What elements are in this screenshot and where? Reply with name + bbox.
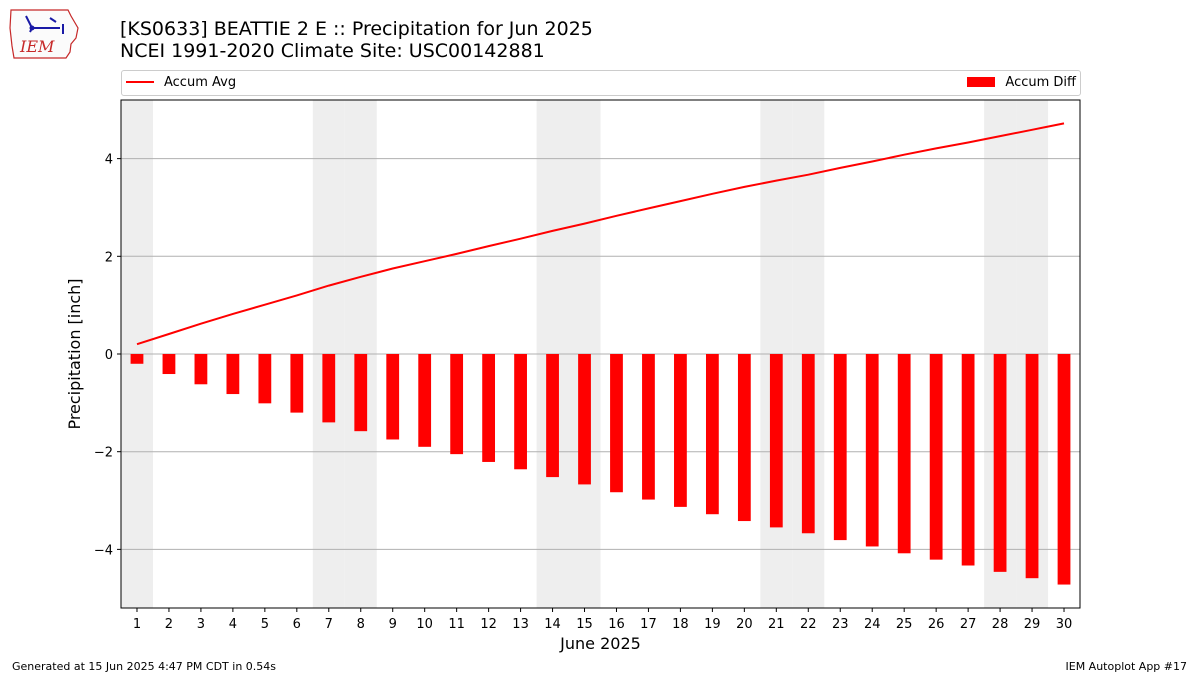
y-tick-label: 0 [105, 348, 113, 363]
bar-accum-diff-day-23 [833, 354, 847, 541]
x-axis-label: June 2025 [559, 634, 641, 653]
bar-accum-diff-day-11 [450, 354, 464, 455]
bar-accum-diff-day-19 [705, 354, 719, 515]
x-tick-label: 16 [608, 617, 625, 632]
y-tick-label: −2 [94, 446, 113, 461]
x-tick-label: 4 [229, 617, 237, 632]
x-tick-label: 27 [960, 617, 977, 632]
bar-accum-diff-day-14 [546, 354, 559, 478]
x-tick-label: 25 [896, 617, 913, 632]
legend-item-accum-diff: Accum Diff [967, 74, 1076, 92]
bar-accum-diff-day-21 [769, 354, 783, 528]
bar-accum-diff-day-3 [194, 354, 208, 385]
x-tick-label: 15 [576, 617, 593, 632]
x-tick-label: 22 [800, 617, 817, 632]
bar-accum-diff-day-9 [386, 354, 400, 440]
bar-accum-diff-day-17 [642, 354, 655, 500]
legend-item-accum-avg: Accum Avg [126, 74, 236, 92]
y-tick-label: 2 [105, 250, 113, 265]
bar-accum-diff-day-16 [610, 354, 623, 493]
bar-accum-diff-day-24 [865, 354, 879, 547]
legend-line-swatch [126, 80, 154, 83]
logo-text: IEM [19, 37, 55, 56]
x-tick-label: 6 [293, 617, 301, 632]
x-tick-label: 17 [640, 617, 657, 632]
footer-app-text: IEM Autoplot App #17 [1065, 660, 1188, 673]
bar-accum-diff-day-20 [737, 354, 751, 522]
x-tick-label: 19 [704, 617, 721, 632]
legend-label-accum-diff: Accum Diff [1005, 75, 1076, 90]
legend-label-accum-avg: Accum Avg [164, 75, 237, 90]
x-tick-label: 26 [928, 617, 945, 632]
x-tick-label: 2 [165, 617, 173, 632]
bar-accum-diff-day-12 [482, 354, 496, 462]
y-axis-ticks: −4 −2 0 2 4 [94, 153, 121, 558]
x-tick-label: 23 [832, 617, 849, 632]
x-tick-label: 5 [261, 617, 269, 632]
y-axis-label: Precipitation [inch] [65, 278, 84, 429]
bar-accum-diff-day-29 [1025, 354, 1039, 579]
y-tick-label: 4 [105, 153, 113, 168]
x-tick-label: 11 [448, 617, 465, 632]
grid-lines [121, 158, 1080, 550]
y-tick-label: −4 [94, 543, 113, 558]
bar-accum-diff-day-18 [674, 354, 687, 507]
x-tick-label: 1 [133, 617, 141, 632]
x-tick-label: 24 [864, 617, 881, 632]
bar-accum-diff-day-10 [418, 354, 432, 447]
x-tick-label: 8 [357, 617, 365, 632]
chart-title: [KS0633] BEATTIE 2 E :: Precipitation fo… [120, 18, 593, 40]
x-tick-label: 3 [197, 617, 205, 632]
x-tick-label: 29 [1024, 617, 1041, 632]
x-tick-label: 28 [992, 617, 1009, 632]
iowa-state-outline-icon [9, 9, 79, 59]
bar-accum-diff-day-6 [290, 354, 304, 413]
bar-accum-diff-day-30 [1057, 354, 1071, 585]
bar-accum-diff-day-25 [897, 354, 911, 554]
bar-accum-diff-day-8 [354, 354, 368, 432]
x-tick-label: 13 [512, 617, 529, 632]
x-tick-label: 14 [544, 617, 561, 632]
x-tick-label: 20 [736, 617, 753, 632]
bar-accum-diff-day-7 [322, 354, 336, 423]
line-accum-avg [136, 122, 1065, 346]
footer-generated-text: Generated at 15 Jun 2025 4:47 PM CDT in … [12, 660, 277, 673]
iem-logo: IEM [9, 9, 79, 59]
line-series-accum-avg [136, 122, 1065, 346]
bar-series-accum-diff [130, 354, 1071, 585]
bar-accum-diff-day-26 [929, 354, 943, 560]
chart-subtitle: NCEI 1991-2020 Climate Site: USC00142881 [120, 40, 545, 62]
x-tick-label: 21 [768, 617, 785, 632]
chart-legend: Accum Avg Accum Diff [121, 70, 1081, 96]
bar-accum-diff-day-22 [801, 354, 815, 534]
bar-accum-diff-day-15 [578, 354, 591, 485]
bar-accum-diff-day-2 [162, 354, 176, 375]
bar-accum-diff-day-13 [514, 354, 527, 470]
x-tick-label: 30 [1056, 617, 1073, 632]
x-tick-label: 7 [325, 617, 333, 632]
x-axis-ticks: 1 2 3 4 5 6 7 8 9 10 11 12 13 14 15 16 17 18 19 20 21 22 23 24 2… [133, 608, 1072, 632]
x-tick-label: 18 [672, 617, 689, 632]
x-tick-label: 12 [480, 617, 497, 632]
bar-accum-diff-day-27 [961, 354, 975, 566]
bar-accum-diff-day-1 [130, 354, 144, 364]
x-tick-label: 9 [389, 617, 397, 632]
bar-accum-diff-day-28 [993, 354, 1007, 572]
x-tick-label: 10 [416, 617, 433, 632]
bar-accum-diff-day-4 [226, 354, 240, 395]
legend-bar-swatch [967, 76, 996, 87]
bar-accum-diff-day-5 [258, 354, 272, 404]
